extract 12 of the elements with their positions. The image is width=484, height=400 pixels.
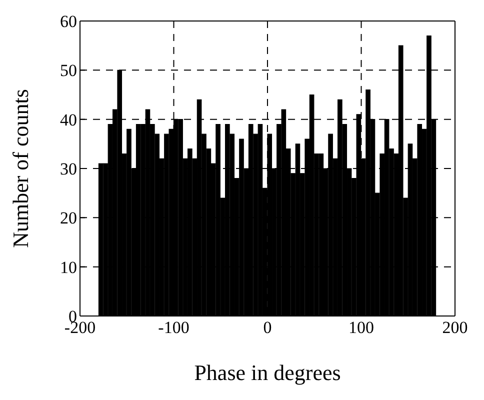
x-axis-title: Phase in degrees [194, 360, 341, 385]
y-tick-label: 50 [60, 61, 77, 80]
x-tick-label: 200 [442, 318, 468, 338]
y-tick-label: 60 [60, 12, 77, 32]
x-tick-label: -100 [158, 318, 190, 338]
x-tick-label: 100 [348, 318, 374, 338]
y-tick-label: 40 [60, 110, 77, 130]
x-tick-label: 0 [263, 318, 272, 338]
y-tick-label: 20 [60, 208, 77, 228]
y-tick-label: 30 [60, 160, 77, 179]
y-axis-title: Number of counts [8, 89, 33, 248]
y-tick-label: 10 [60, 258, 77, 277]
